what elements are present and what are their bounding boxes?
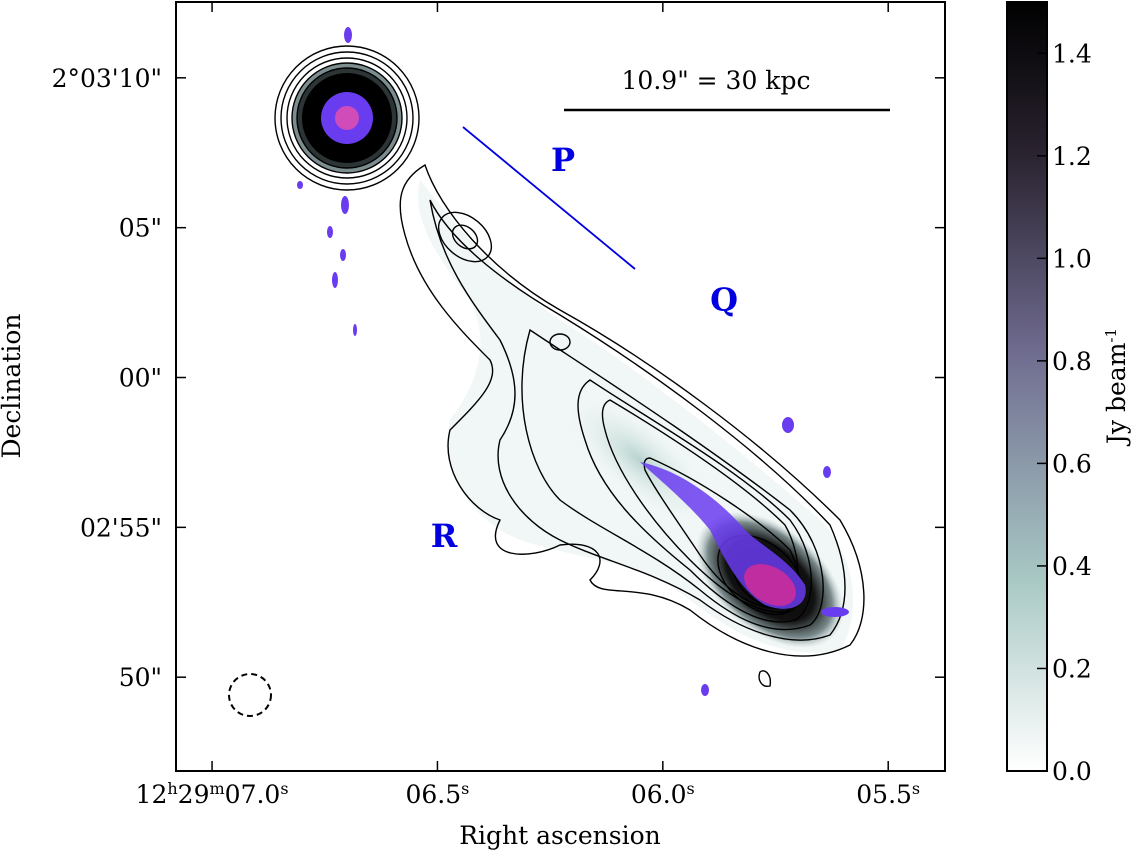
- contour: [643, 457, 800, 609]
- colorbar-tick-label: 0.4: [1052, 552, 1092, 581]
- colorbar-tick-label: 1.4: [1052, 39, 1092, 68]
- y-tick-label: 2°03'10": [52, 64, 162, 93]
- contour: [601, 399, 799, 613]
- colorbar-tick-label: 0.2: [1052, 654, 1092, 683]
- colorbar-tick-label: 1.0: [1052, 244, 1092, 273]
- core-contour: [286, 57, 408, 179]
- x-tick-label: 05.5s: [856, 779, 920, 810]
- colorbar: [1006, 1, 1048, 772]
- radio-image: [274, 27, 865, 696]
- core-contour: [280, 51, 414, 185]
- contour: [549, 333, 571, 351]
- annotation: P: [551, 141, 575, 179]
- contour: [429, 199, 846, 641]
- axes-frame: [175, 1, 946, 772]
- colorbar-label: Jy beam-1: [1102, 328, 1131, 447]
- y-axis-label: Declination: [0, 313, 26, 458]
- colorbar-tick-label: 0.6: [1052, 449, 1092, 478]
- x-tick-label: 06.5s: [405, 779, 469, 810]
- beam: [228, 673, 272, 717]
- contour: [437, 211, 493, 263]
- y-tick-label: 50": [119, 663, 162, 692]
- annotation: R: [431, 517, 458, 555]
- p-line: [462, 126, 636, 270]
- core-contour: [274, 45, 420, 191]
- contour: [521, 328, 824, 631]
- optical-speckles: [297, 27, 849, 696]
- contour: [758, 670, 772, 687]
- optical-hotspot: [744, 564, 796, 606]
- y-tick-label: 00": [119, 364, 162, 393]
- annotation: Q: [710, 281, 738, 319]
- colorbar-tick-label: 0.0: [1052, 757, 1092, 786]
- contour: [451, 224, 479, 250]
- colorbar-tick-label: 0.8: [1052, 347, 1092, 376]
- scale-label: 10.9" = 30 kpc: [622, 66, 811, 95]
- x-tick-label: 06.0s: [631, 779, 695, 810]
- colorbar-tick-label: 1.2: [1052, 142, 1092, 171]
- y-tick-label: 02'55": [80, 513, 162, 542]
- optical-core: [335, 106, 359, 130]
- contour: [399, 163, 865, 657]
- contour: [577, 379, 812, 623]
- x-tick-label: 12h29m07.0s: [136, 779, 289, 810]
- x-axis-label: Right ascension: [459, 821, 661, 850]
- y-tick-label: 05": [119, 214, 162, 243]
